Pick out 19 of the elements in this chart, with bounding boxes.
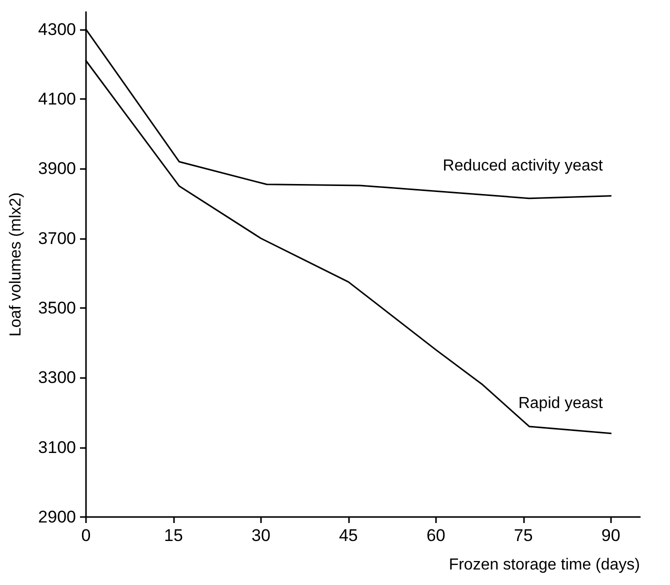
x-tick-label: 30 [251, 526, 270, 545]
y-tick-label: 3500 [38, 298, 76, 318]
y-tick-label: 3100 [38, 438, 76, 457]
x-tick-label: 75 [514, 526, 533, 545]
series-label: Rapid yeast [518, 394, 604, 412]
y-tick-label: 4100 [38, 90, 76, 109]
y-tick-label: 3900 [38, 159, 76, 178]
x-tick-label: 0 [81, 526, 91, 545]
x-tick-label: 15 [164, 526, 183, 545]
x-tick-label: 45 [338, 526, 358, 545]
x-tick-label: 90 [601, 526, 620, 545]
y-axis-title: Loaf volumes (mlx2) [8, 192, 24, 337]
x-tick-label: 60 [426, 526, 446, 545]
y-tick-label: 4300 [38, 20, 76, 39]
x-axis-title: Frozen storage time (days) [448, 556, 640, 574]
y-tick-label: 2900 [38, 508, 76, 526]
y-tick-label: 3300 [38, 368, 76, 388]
y-tick-label: 3700 [38, 228, 76, 248]
series-label: Reduced activity yeast [442, 157, 604, 174]
